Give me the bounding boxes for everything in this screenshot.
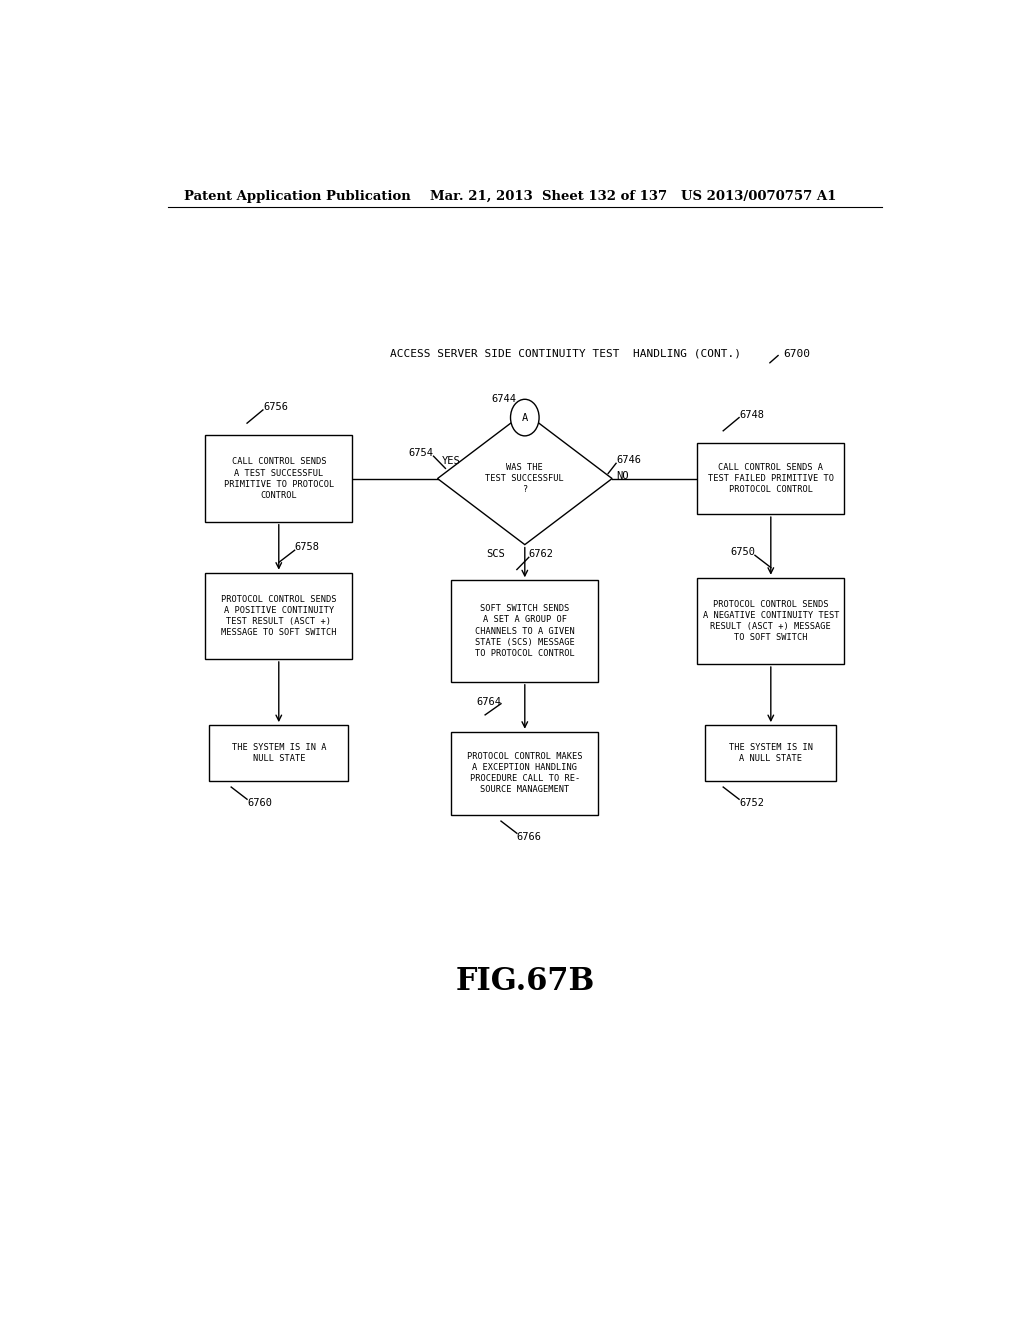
Text: PROTOCOL CONTROL SENDS
A POSITIVE CONTINUITY
TEST RESULT (ASCT +)
MESSAGE TO SOF: PROTOCOL CONTROL SENDS A POSITIVE CONTIN… xyxy=(221,594,337,638)
Text: 6760: 6760 xyxy=(247,799,272,808)
FancyBboxPatch shape xyxy=(697,578,844,664)
Polygon shape xyxy=(437,412,612,545)
Text: 6764: 6764 xyxy=(476,697,501,706)
Text: 6700: 6700 xyxy=(783,348,811,359)
Text: 6748: 6748 xyxy=(739,409,764,420)
Text: WAS THE
TEST SUCCESSFUL
?: WAS THE TEST SUCCESSFUL ? xyxy=(485,463,564,494)
Text: PROTOCOL CONTROL MAKES
A EXCEPTION HANDLING
PROCEDURE CALL TO RE-
SOURCE MANAGEM: PROTOCOL CONTROL MAKES A EXCEPTION HANDL… xyxy=(467,752,583,795)
FancyBboxPatch shape xyxy=(206,573,352,659)
Text: 6756: 6756 xyxy=(263,401,288,412)
Text: 6758: 6758 xyxy=(295,543,319,552)
Text: CALL CONTROL SENDS A
TEST FAILED PRIMITIVE TO
PROTOCOL CONTROL: CALL CONTROL SENDS A TEST FAILED PRIMITI… xyxy=(708,463,834,494)
Text: Patent Application Publication: Patent Application Publication xyxy=(183,190,411,202)
FancyBboxPatch shape xyxy=(206,436,352,521)
Text: 6750: 6750 xyxy=(730,548,755,557)
FancyBboxPatch shape xyxy=(706,725,837,781)
Circle shape xyxy=(511,399,539,436)
Text: CALL CONTROL SENDS
A TEST SUCCESSFUL
PRIMITIVE TO PROTOCOL
CONTROL: CALL CONTROL SENDS A TEST SUCCESSFUL PRI… xyxy=(223,458,334,500)
Text: THE SYSTEM IS IN A
NULL STATE: THE SYSTEM IS IN A NULL STATE xyxy=(231,743,326,763)
Text: NO: NO xyxy=(616,471,629,482)
Text: ACCESS SERVER SIDE CONTINUITY TEST  HANDLING (CONT.): ACCESS SERVER SIDE CONTINUITY TEST HANDL… xyxy=(390,348,741,359)
FancyBboxPatch shape xyxy=(452,581,598,682)
Text: 6766: 6766 xyxy=(517,833,542,842)
Text: SCS: SCS xyxy=(486,549,505,560)
Text: 6762: 6762 xyxy=(528,549,554,560)
FancyBboxPatch shape xyxy=(209,725,348,781)
Text: THE SYSTEM IS IN
A NULL STATE: THE SYSTEM IS IN A NULL STATE xyxy=(729,743,813,763)
Text: 6754: 6754 xyxy=(409,449,433,458)
Text: YES: YES xyxy=(441,457,460,466)
Text: PROTOCOL CONTROL SENDS
A NEGATIVE CONTINUITY TEST
RESULT (ASCT +) MESSAGE
TO SOF: PROTOCOL CONTROL SENDS A NEGATIVE CONTIN… xyxy=(702,599,839,642)
Text: FIG.67B: FIG.67B xyxy=(456,966,594,997)
FancyBboxPatch shape xyxy=(452,731,598,814)
Text: A: A xyxy=(521,413,528,422)
Text: 6746: 6746 xyxy=(616,455,641,465)
Text: Mar. 21, 2013  Sheet 132 of 137   US 2013/0070757 A1: Mar. 21, 2013 Sheet 132 of 137 US 2013/0… xyxy=(430,190,836,202)
FancyBboxPatch shape xyxy=(697,444,844,515)
Text: 6744: 6744 xyxy=(492,395,517,404)
Text: 6752: 6752 xyxy=(739,799,764,808)
Text: SOFT SWITCH SENDS
A SET A GROUP OF
CHANNELS TO A GIVEN
STATE (SCS) MESSAGE
TO PR: SOFT SWITCH SENDS A SET A GROUP OF CHANN… xyxy=(475,605,574,657)
